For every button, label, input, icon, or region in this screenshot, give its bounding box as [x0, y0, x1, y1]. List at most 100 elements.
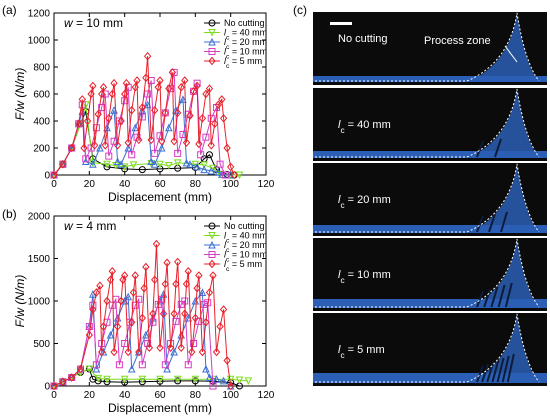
photo-panel: No cutting lc = 40 mm lc = 20 mm lc = 10 mm…	[313, 12, 547, 386]
x-tick-label: 100	[222, 390, 239, 401]
data-point	[149, 318, 157, 326]
x-tick-label: 60	[154, 179, 166, 190]
x-tick-label: 80	[190, 390, 202, 401]
data-point	[216, 322, 224, 331]
process-zone-wedge	[467, 240, 539, 308]
data-point	[59, 377, 67, 387]
scale-bar	[330, 22, 352, 25]
data-point	[156, 165, 164, 173]
data-point	[87, 89, 95, 99]
data-point	[154, 82, 162, 92]
gel-strip	[313, 76, 547, 82]
data-point	[150, 160, 159, 168]
data-point	[101, 90, 109, 98]
data-point	[168, 68, 177, 77]
legend-entry: lc = 5 mm	[224, 56, 262, 70]
data-point	[202, 364, 210, 373]
data-point	[138, 361, 146, 369]
data-point	[184, 361, 192, 369]
cut-mark	[476, 290, 484, 308]
data-point	[89, 81, 97, 91]
data-point	[129, 161, 138, 169]
data-point	[128, 151, 136, 159]
x-tick-label: 40	[119, 179, 131, 190]
data-point	[207, 166, 216, 175]
data-point	[209, 382, 217, 390]
cut-mark	[501, 355, 510, 383]
data-point	[182, 138, 191, 147]
panel-label-a: (a)	[2, 3, 17, 17]
data-point	[131, 123, 140, 132]
data-point	[205, 373, 214, 381]
data-point	[161, 279, 169, 289]
series-line	[53, 368, 249, 387]
data-point	[184, 266, 192, 276]
panel-label-c: (c)	[293, 3, 307, 17]
annotation: w = 4 mm	[64, 219, 116, 233]
legend-entry: No cutting	[224, 221, 265, 231]
y-tick-label: 0	[44, 382, 50, 393]
data-point	[142, 262, 150, 272]
data-point	[106, 275, 115, 285]
process-zone-outline	[315, 163, 540, 233]
data-point	[138, 375, 147, 384]
photo-label: No cutting	[338, 33, 388, 45]
panel-label-b: (b)	[2, 207, 17, 221]
data-point	[103, 160, 111, 169]
data-point	[98, 89, 106, 99]
data-point	[170, 136, 178, 146]
data-point	[124, 292, 133, 301]
x-tick-label: 80	[190, 179, 202, 190]
data-point	[85, 365, 94, 374]
data-point	[156, 377, 164, 385]
data-point	[163, 364, 171, 373]
data-point	[138, 313, 146, 323]
x-tick-label: 100	[222, 179, 239, 190]
data-point	[78, 95, 86, 104]
data-point	[108, 301, 116, 309]
legend-marker	[208, 19, 216, 27]
process-zone-wedge	[467, 315, 539, 383]
data-point	[92, 361, 100, 369]
data-point	[113, 141, 122, 150]
cut-mark	[496, 357, 505, 383]
data-point	[198, 114, 207, 123]
data-point	[94, 374, 102, 383]
data-point	[113, 157, 122, 165]
data-point	[212, 347, 221, 357]
data-point	[172, 279, 180, 289]
data-point	[121, 165, 129, 173]
data-point	[92, 364, 101, 373]
data-point	[195, 271, 203, 280]
data-point	[127, 364, 136, 373]
data-point	[211, 119, 219, 128]
y-tick-label: 1000	[28, 297, 51, 308]
data-point	[186, 111, 194, 120]
data-point	[184, 313, 193, 322]
data-point	[147, 157, 155, 165]
data-point	[181, 309, 189, 319]
data-point	[177, 82, 185, 92]
photo-label: lc = 5 mm	[338, 344, 385, 360]
data-point	[165, 162, 173, 170]
data-point	[156, 375, 164, 384]
data-point	[193, 81, 201, 91]
data-point	[181, 297, 189, 305]
x-tick-label: 0	[51, 179, 57, 190]
data-point	[135, 295, 143, 303]
data-point	[80, 143, 88, 153]
cut-mark	[488, 213, 496, 233]
data-point	[214, 100, 222, 110]
data-point	[131, 271, 139, 280]
data-point	[202, 89, 210, 99]
data-point	[214, 168, 223, 176]
series-line	[53, 291, 231, 387]
data-point	[124, 143, 133, 152]
data-point	[219, 376, 228, 385]
data-point	[191, 375, 200, 384]
x-axis-label: Displacement (mm)	[108, 190, 212, 204]
data-point	[244, 377, 253, 386]
data-point	[193, 283, 201, 293]
data-point	[181, 76, 189, 85]
data-point	[182, 158, 191, 167]
